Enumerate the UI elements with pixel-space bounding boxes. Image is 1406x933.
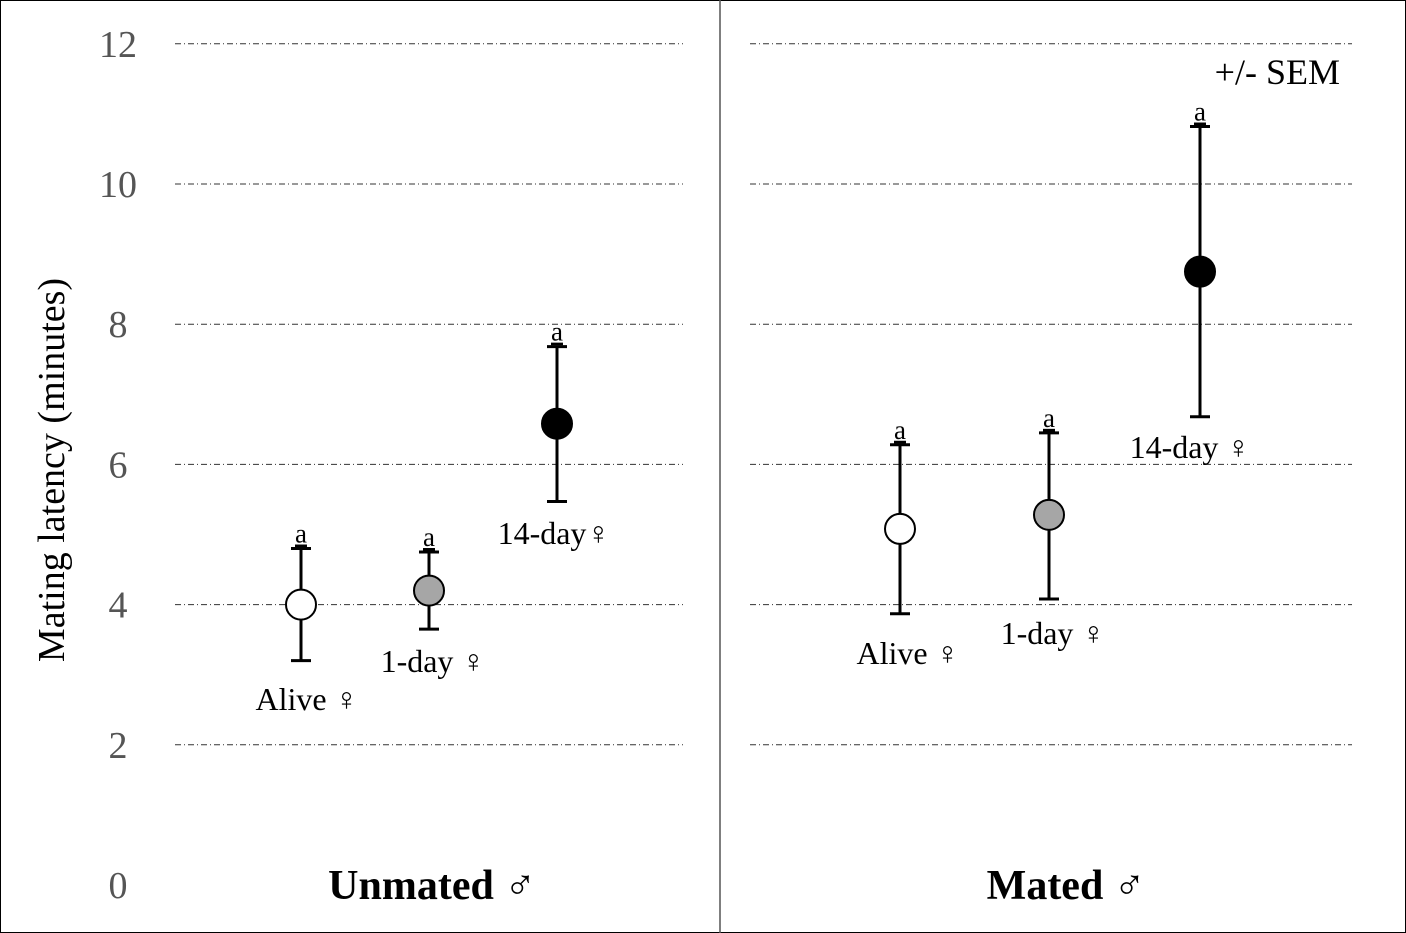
significance-letter: a [1043, 403, 1055, 433]
data-point [285, 588, 317, 621]
significance-letter: a [295, 519, 307, 549]
y-tick-label: 0 [109, 865, 128, 907]
point-label: 1-day ♀ [381, 643, 486, 679]
data-point [541, 407, 573, 440]
data-point [1184, 255, 1216, 288]
significance-letter: a [551, 317, 563, 347]
significance-letter: a [423, 522, 435, 552]
point-label: 1-day ♀ [1001, 615, 1106, 651]
sem-note: +/- SEM [1215, 52, 1340, 92]
point-label: 14-day ♀ [1130, 429, 1251, 465]
y-tick-label: 10 [99, 164, 137, 206]
point-label: 14-day♀ [498, 515, 611, 551]
data-point [413, 574, 445, 607]
y-axis-label: Mating latency (minutes) [31, 278, 73, 662]
gridlines [175, 43, 1352, 746]
significance-letter: a [894, 415, 906, 445]
y-tick-label: 4 [109, 585, 128, 627]
point-label: Alive ♀ [856, 635, 959, 671]
y-tick-label: 2 [109, 725, 128, 767]
data-marks: Unmated ♂ a Alive ♀ a 1-day ♀ a 14-day♀ Mated ♂… [255, 97, 1250, 909]
y-axis-ticks: 0 2 4 6 8 10 12 [99, 24, 137, 907]
data-point [884, 512, 916, 545]
y-tick-label: 6 [109, 444, 128, 486]
data-point [1033, 498, 1065, 531]
y-tick-label: 8 [109, 304, 128, 346]
point-label: Alive ♀ [255, 681, 358, 717]
group-label: Mated ♂ [987, 863, 1146, 909]
significance-letter: a [1194, 97, 1206, 127]
y-tick-label: 12 [99, 24, 137, 66]
group-label: Unmated ♂ [328, 863, 536, 909]
